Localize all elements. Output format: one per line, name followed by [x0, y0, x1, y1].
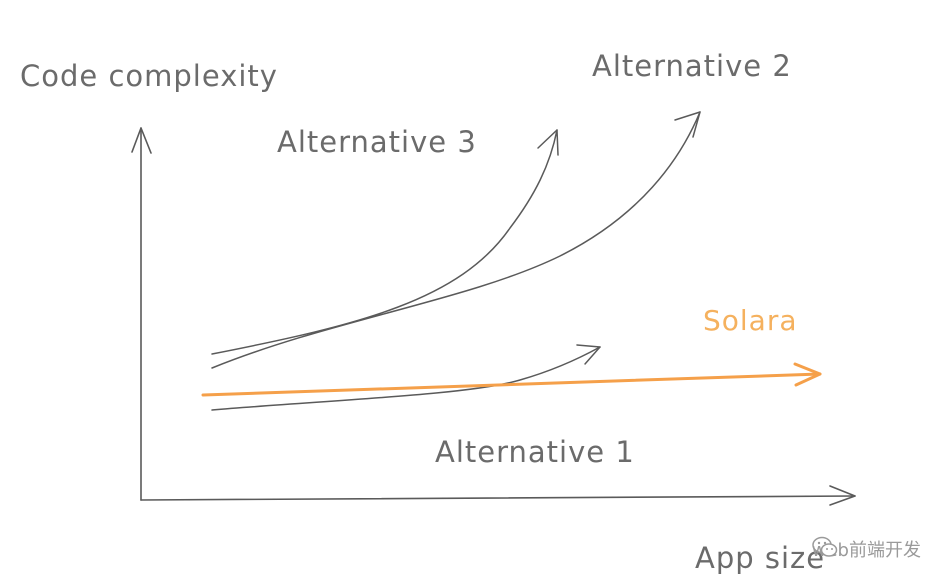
x-axis [140, 485, 856, 506]
label-alternative-1: Alternative 1 [435, 435, 635, 469]
label-solara: Solara [703, 304, 798, 337]
watermark: web前端开发 [812, 536, 921, 562]
curve-solara [201, 362, 822, 397]
wechat-icon [812, 536, 838, 557]
watermark-text: web前端开发 [811, 540, 921, 561]
y-axis [131, 127, 152, 501]
label-alternative-3: Alternative 3 [277, 125, 477, 159]
curve-alternative-1 [211, 344, 601, 411]
label-alternative-2: Alternative 2 [592, 49, 792, 83]
x-axis-label: App size [695, 541, 825, 575]
y-axis-label: Code complexity [20, 59, 278, 93]
curve-alternative-3 [211, 129, 559, 355]
curve-alternative-2 [211, 111, 701, 369]
